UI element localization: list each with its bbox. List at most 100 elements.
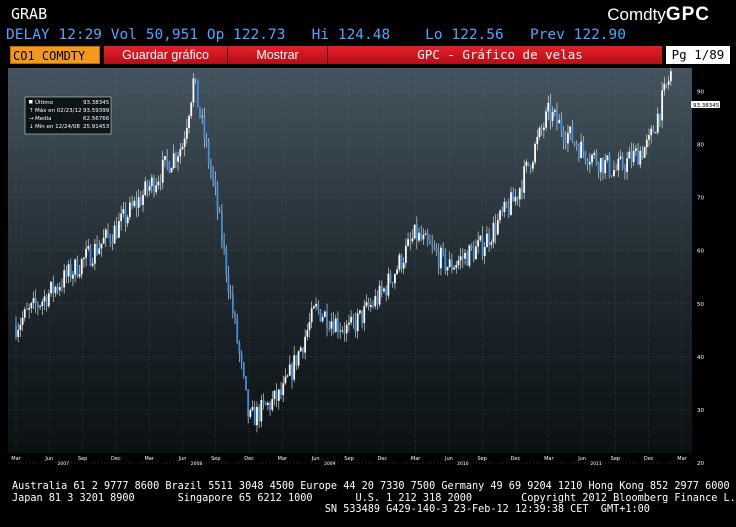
candle-body: [569, 126, 572, 133]
candle-body: [444, 250, 447, 271]
legend-frame: [24, 96, 112, 135]
candle-body: [510, 192, 512, 215]
candle-body: [461, 256, 464, 259]
candle-body: [76, 259, 79, 277]
candle-body: [102, 237, 105, 244]
candle-body: [606, 155, 609, 161]
candle-body: [240, 353, 243, 363]
candle-body: [593, 152, 596, 155]
candle-body: [216, 185, 219, 211]
security-field[interactable]: CO1 COMDTY: [10, 46, 100, 64]
candle-body: [115, 225, 118, 238]
candle-body: [628, 151, 631, 159]
candle-body: [619, 156, 622, 159]
candle-body: [464, 252, 466, 259]
candle-body: [479, 235, 482, 241]
open-label: Op: [206, 27, 225, 43]
candle-body: [295, 355, 298, 366]
candlestick-chart[interactable]: 90 80 70 60 50 40 30 20 Mar Jun Sep Dec Mar Jun Sep De…: [8, 68, 724, 465]
x-tick-label: Dec: [644, 456, 654, 462]
candle-body: [450, 259, 453, 270]
candle-body: [234, 313, 236, 318]
x-tick-label: Dec: [377, 456, 387, 462]
candle-body: [150, 177, 153, 187]
candle-body: [319, 309, 322, 322]
candle-body: [227, 274, 230, 292]
candle-body: [534, 144, 537, 163]
prev-value: 122.90: [573, 27, 626, 43]
low-value: 122.56: [451, 27, 504, 43]
candle-body: [50, 281, 52, 294]
candle-body: [28, 308, 31, 310]
candle-body: [153, 177, 155, 193]
x-tick-label: Jun: [44, 456, 53, 462]
candle-body: [659, 113, 661, 121]
candle-body: [608, 155, 611, 176]
candle-body: [385, 288, 388, 296]
candle-body: [139, 197, 142, 205]
x-year-label: 2009: [324, 461, 336, 465]
candle-body: [645, 139, 648, 148]
x-tick-label: Sep: [611, 456, 620, 462]
candle-body: [266, 402, 269, 405]
page-indicator[interactable]: Pg 1/89: [666, 46, 730, 64]
candle-body: [15, 325, 17, 337]
candle-body: [61, 287, 63, 288]
candle-body: [604, 160, 607, 174]
candle-body: [571, 126, 574, 143]
candle-body: [621, 156, 624, 169]
candle-body: [155, 185, 158, 193]
candle-body: [201, 115, 204, 117]
candle-body: [306, 330, 309, 337]
candle-body: [161, 159, 164, 183]
candle-body: [400, 255, 403, 269]
candle-body: [159, 181, 162, 183]
candle-body: [146, 181, 149, 191]
candle-body: [426, 233, 429, 241]
candle-body: [538, 127, 541, 137]
candle-body: [374, 296, 377, 307]
candle-body: [249, 410, 252, 417]
candle-body: [440, 247, 442, 269]
x-tick-label: Sep: [211, 456, 220, 462]
prev-label: Prev: [529, 27, 565, 43]
candle-body: [343, 330, 346, 334]
candle-body: [663, 83, 666, 91]
candle-body: [174, 153, 177, 162]
candle-body: [391, 282, 394, 284]
show-button[interactable]: Mostrar: [228, 46, 328, 64]
candle-body: [643, 147, 646, 158]
candle-body: [185, 127, 188, 139]
candle-body: [315, 303, 317, 307]
candle-body: [284, 376, 287, 384]
candle-body: [203, 115, 206, 140]
legend-max-value: 93.59399: [83, 108, 110, 114]
save-chart-button[interactable]: Guardar gráfico: [104, 46, 228, 64]
candle-body: [602, 158, 604, 174]
candle-body: [56, 286, 59, 291]
candle-body: [47, 293, 50, 307]
candle-body: [214, 179, 217, 186]
candle-body: [275, 390, 278, 401]
vol-label: Vol: [110, 27, 137, 43]
candle-body: [177, 156, 179, 162]
candle-body: [532, 162, 534, 169]
candle-body: [135, 200, 138, 208]
candle-body: [481, 235, 484, 256]
candle-body: [58, 287, 61, 291]
candle-body: [553, 110, 556, 112]
candle-body: [632, 150, 635, 163]
candle-body: [648, 135, 650, 140]
candle-body: [453, 267, 455, 270]
x-tick-label: Mar: [544, 456, 554, 462]
candle-body: [304, 336, 307, 353]
candle-body: [192, 78, 195, 103]
x-tick-label: Jun: [178, 456, 187, 462]
candle-body: [490, 242, 493, 245]
candle-body: [409, 239, 412, 242]
last-swatch-icon: [29, 100, 33, 104]
candle-body: [181, 147, 184, 150]
candle-body: [599, 158, 602, 173]
candle-body: [124, 209, 127, 224]
candle-body: [411, 238, 414, 242]
